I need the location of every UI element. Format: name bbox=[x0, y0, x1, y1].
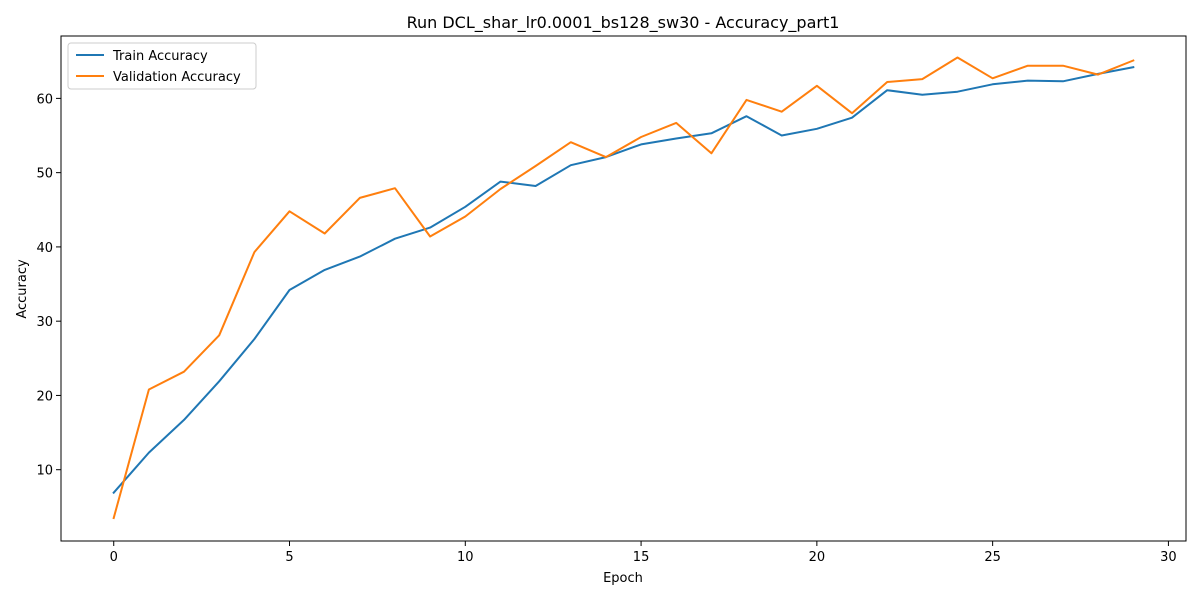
x-axis-label: Epoch bbox=[603, 571, 643, 586]
y-tick-label: 60 bbox=[36, 92, 53, 107]
x-tick-label: 15 bbox=[633, 550, 650, 565]
y-tick-label: 40 bbox=[36, 241, 53, 256]
x-tick-label: 25 bbox=[984, 550, 1001, 565]
legend: Train Accuracy Validation Accuracy bbox=[67, 42, 257, 90]
y-axis-label: Accuracy bbox=[15, 259, 30, 319]
x-axis: 0 5 10 15 20 25 30 bbox=[110, 541, 1177, 565]
plot-area: 0 5 10 15 20 25 30 10 20 30 40 50 60 bbox=[36, 35, 1187, 565]
chart-title: Run DCL_shar_lr0.0001_bs128_sw30 - Accur… bbox=[407, 13, 840, 33]
y-axis: 10 20 30 40 50 60 bbox=[36, 92, 61, 479]
validation-accuracy-line bbox=[112, 56, 1135, 520]
x-tick-label: 5 bbox=[285, 550, 293, 565]
legend-label-validation: Validation Accuracy bbox=[113, 70, 241, 85]
x-tick-label: 10 bbox=[457, 550, 474, 565]
y-tick-label: 30 bbox=[36, 315, 53, 330]
legend-label-train: Train Accuracy bbox=[112, 49, 208, 64]
legend-box bbox=[67, 42, 257, 90]
y-tick-label: 50 bbox=[36, 167, 53, 182]
y-tick-label: 20 bbox=[36, 389, 53, 404]
x-tick-label: 0 bbox=[110, 550, 118, 565]
x-tick-label: 30 bbox=[1160, 550, 1177, 565]
y-tick-label: 10 bbox=[36, 464, 53, 479]
series-lines bbox=[112, 56, 1135, 520]
x-tick-label: 20 bbox=[809, 550, 826, 565]
plot-frame bbox=[60, 35, 1187, 542]
train-accuracy-line bbox=[112, 66, 1135, 495]
